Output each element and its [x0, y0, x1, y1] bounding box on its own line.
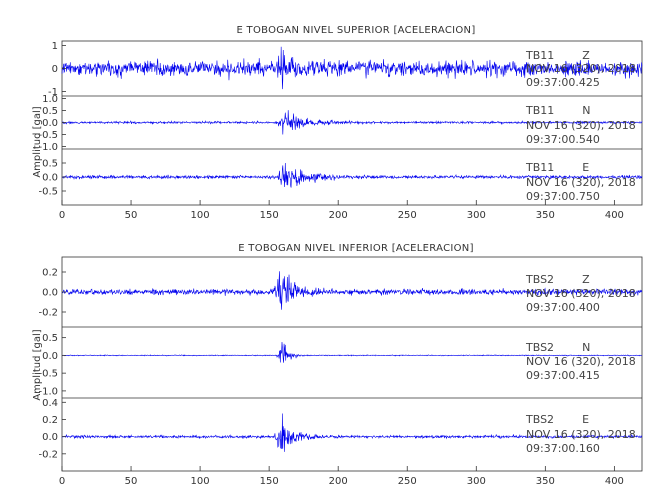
- trace-tbs2-e: 0.4 0.2 0.0 -0.2 TBS2 E NOV 16 (320), 2018 0…: [38, 398, 643, 460]
- panel-inferior-xaxis: 0 50 100 150 200 250 300 350 400: [59, 466, 624, 487]
- trace-tbs2-n-line: [61, 342, 643, 363]
- x-tick-label: 350: [536, 476, 555, 487]
- trace-tbs2-n: 0.50.0-0.5-1.0 TBS2 N NOV 16 (320), 2018 …: [38, 333, 643, 397]
- trace-tbs2-z-yticks: 0.2 0.0 -0.2: [38, 268, 66, 319]
- y-tick-label: 0.5: [42, 106, 58, 117]
- y-tick-label: 0.2: [42, 268, 58, 279]
- trace-tbs2-e-time: 09:37:00.160: [526, 442, 600, 455]
- y-tick-label: 1.0: [42, 94, 58, 105]
- trace-tb11-n-time: 09:37:00.540: [526, 133, 600, 146]
- y-tick-label: 0.0: [42, 351, 58, 362]
- trace-tb11-n-date: NOV 16 (320), 2018: [526, 119, 636, 132]
- x-tick-label: 300: [467, 476, 486, 487]
- y-tick-label: 0.0: [42, 432, 58, 443]
- trace-tb11-n-yticks: 1.00.50.0-0.5-1.0: [38, 94, 66, 153]
- x-tick-label: 250: [398, 476, 417, 487]
- panel-inferior-frame: [61, 256, 643, 472]
- x-tick-label: 200: [329, 210, 348, 221]
- y-tick-label: -1.0: [38, 386, 58, 397]
- x-tick-label: 350: [536, 210, 555, 221]
- y-tick-label: -1: [48, 87, 58, 98]
- panel-superior-ylabel: Amplitud [gal]: [32, 106, 43, 177]
- y-tick-label: 0.5: [42, 333, 58, 344]
- trace-tb11-e-yticks: 0.5 0.0 -0.5: [38, 159, 66, 198]
- x-tick-label: 0: [59, 476, 65, 487]
- trace-tbs2-n-station: TBS2 N: [525, 341, 590, 354]
- trace-tb11-e-date: NOV 16 (320), 2018: [526, 176, 636, 189]
- trace-tb11-e-time: 09:37:00.750: [526, 190, 600, 203]
- x-tick-label: 150: [260, 476, 279, 487]
- y-tick-label: -0.2: [38, 308, 58, 319]
- x-tick-label: 100: [191, 476, 210, 487]
- y-tick-label: 0.0: [42, 173, 58, 184]
- x-tick-label: 300: [467, 210, 486, 221]
- y-tick-label: 0.0: [42, 288, 58, 299]
- trace-tb11-z-yticks: 1 0 -1: [48, 41, 66, 98]
- panel-superior-frame: [61, 40, 643, 206]
- x-tick-label: 150: [260, 210, 279, 221]
- panel-inferior: E TOBOGAN NIVEL INFERIOR [ACELERACION] A…: [32, 243, 643, 487]
- y-tick-label: 0.2: [42, 415, 58, 426]
- trace-tbs2-z-date: NOV 16 (320), 2018: [526, 287, 636, 300]
- trace-tbs2-n-yticks: 0.5 0.0 -0.5 -1.0: [38, 333, 66, 397]
- trace-tbs2-n-time: 09:37:00.415: [526, 369, 600, 382]
- y-tick-label: -0.2: [38, 449, 58, 460]
- x-tick-label: 50: [125, 210, 138, 221]
- y-tick-label: 0: [52, 64, 58, 75]
- trace-tbs2-n-date: NOV 16 (320), 2018: [526, 355, 636, 368]
- panel-inferior-title: E TOBOGAN NIVEL INFERIOR [ACELERACION]: [238, 243, 474, 254]
- x-tick-label: 400: [605, 210, 624, 221]
- y-tick-label: 1: [52, 41, 58, 52]
- x-tick-label: 400: [605, 476, 624, 487]
- trace-tb11-e: 0.5 0.0 -0.5 TB11 E NOV 16 (320), 2018 09:3…: [38, 159, 643, 203]
- trace-tb11-z-date: NOV 16 (320), 2018: [526, 62, 636, 75]
- panel-superior: E TOBOGAN NIVEL SUPERIOR [ACELERACION] A…: [32, 25, 643, 221]
- y-tick-label: -0.5: [38, 130, 58, 141]
- y-tick-label: 0.4: [42, 398, 58, 409]
- trace-tb11-n-line: [61, 110, 643, 135]
- trace-tbs2-e-line: [61, 413, 643, 452]
- x-tick-label: 100: [191, 210, 210, 221]
- panel-inferior-ylabel: Amplitud [gal]: [32, 329, 43, 400]
- trace-tb11-z-line: [61, 46, 643, 90]
- y-tick-label: -0.5: [38, 187, 58, 198]
- trace-tb11-n-station: TB11 N: [525, 104, 591, 117]
- x-tick-label: 0: [59, 210, 65, 221]
- trace-tb11-n: 1.00.50.0-0.5-1.0 TB11 N NOV 16 (320), 20…: [38, 94, 643, 153]
- trace-tbs2-e-station: TBS2 E: [525, 413, 589, 426]
- trace-tbs2-e-yticks: 0.4 0.2 0.0 -0.2: [38, 398, 66, 460]
- trace-tbs2-e-date: NOV 16 (320), 2018: [526, 428, 636, 441]
- trace-tbs2-z-time: 09:37:00.400: [526, 301, 600, 314]
- trace-tbs2-z-line: [61, 271, 643, 310]
- trace-tb11-e-station: TB11 E: [525, 161, 589, 174]
- trace-tbs2-z-station: TBS2 Z: [525, 273, 590, 286]
- trace-tbs2-z: 0.2 0.0 -0.2 TBS2 Z NOV 16 (320), 2018 09:3…: [38, 268, 643, 319]
- x-tick-label: 50: [125, 476, 138, 487]
- y-tick-label: -1.0: [38, 142, 58, 153]
- y-tick-label: 0.0: [42, 118, 58, 129]
- y-tick-label: 0.5: [42, 159, 58, 170]
- trace-tb11-z: 1 0 -1 TB11 Z NOV 16 (320), 2018 09:37:00.4…: [48, 41, 643, 98]
- trace-tb11-z-time: 09:37:00.425: [526, 76, 600, 89]
- panel-superior-title: E TOBOGAN NIVEL SUPERIOR [ACELERACION]: [236, 25, 475, 36]
- trace-tb11-e-line: [61, 163, 643, 188]
- trace-tb11-z-station: TB11 Z: [525, 49, 590, 62]
- x-tick-label: 200: [329, 476, 348, 487]
- y-tick-label: -0.5: [38, 369, 58, 380]
- x-tick-label: 250: [398, 210, 417, 221]
- panel-superior-xaxis: 0 50 100 150 200 250 300 350 400: [59, 200, 624, 221]
